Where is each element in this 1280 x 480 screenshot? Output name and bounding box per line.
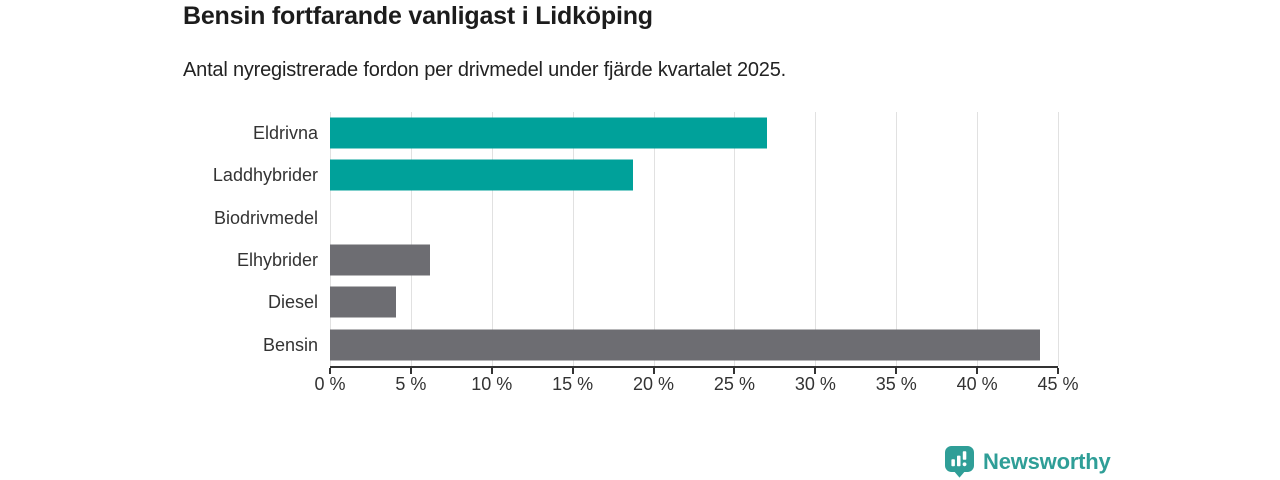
axis-tickmark bbox=[733, 368, 736, 374]
axis-tickmark bbox=[652, 368, 655, 374]
bar-row-biodrivmedel bbox=[330, 197, 1058, 239]
chart-subtitle: Antal nyregistrerade fordon per drivmede… bbox=[183, 59, 787, 81]
bar-chart: Eldrivna Laddhybrider Biodrivmedel Elhybrid… bbox=[0, 112, 1079, 398]
x-tick-label: 40 % bbox=[956, 374, 998, 394]
gridline bbox=[1058, 112, 1059, 366]
x-tick-label: 30 % bbox=[794, 374, 836, 394]
gridline bbox=[330, 112, 331, 366]
axis-tickmark bbox=[1057, 368, 1059, 374]
bar-diesel bbox=[330, 286, 397, 318]
x-tick-label: 20 % bbox=[633, 374, 675, 394]
x-tick-label: 25 % bbox=[713, 374, 755, 394]
category-label-bensin: Bensin bbox=[262, 334, 318, 355]
axis-tickmark bbox=[895, 368, 898, 374]
axis-tickmark bbox=[409, 368, 412, 374]
gridline bbox=[572, 112, 574, 366]
plot-area bbox=[329, 112, 1059, 374]
bar-eldrivna bbox=[330, 117, 767, 149]
chart-title: Bensin fortfarande vanligast i Lidköping bbox=[183, 2, 653, 30]
gridline bbox=[653, 112, 655, 366]
bar-elhybrider bbox=[330, 244, 431, 276]
gridline bbox=[410, 112, 412, 366]
bar-bensin bbox=[330, 329, 1041, 361]
category-label-laddhybrider: Laddhybrider bbox=[212, 165, 318, 186]
x-tick-label: 0 % bbox=[314, 374, 346, 394]
x-tick-label: 5 % bbox=[395, 374, 427, 394]
axis-tickmark bbox=[814, 368, 817, 374]
category-label-elhybrider: Elhybrider bbox=[236, 250, 318, 270]
category-label-biodrivmedel: Biodrivmedel bbox=[213, 207, 318, 228]
x-axis-tick-labels: 0 % 5 % 10 % 15 % 20 % 25 % 30 % 35 % 40 % 45 % bbox=[314, 374, 1078, 398]
category-label-eldrivna: Eldrivna bbox=[252, 123, 318, 143]
x-tick-label: 15 % bbox=[552, 374, 594, 394]
bar-row-bensin bbox=[330, 324, 1058, 366]
newsworthy-logo: Newsworthy bbox=[945, 446, 1111, 478]
gridline bbox=[815, 112, 817, 366]
axis-tickmark bbox=[976, 368, 979, 374]
bar-row-elhybrider bbox=[330, 239, 1058, 281]
x-tick-label: 10 % bbox=[471, 374, 513, 394]
category-label-diesel: Diesel bbox=[267, 292, 318, 313]
gridline bbox=[896, 112, 898, 366]
newsworthy-logo-icon bbox=[945, 446, 974, 478]
axis-tickmark bbox=[329, 368, 331, 374]
x-tick-label: 45 % bbox=[1037, 374, 1079, 394]
gridline bbox=[977, 112, 979, 366]
newsworthy-logo-text: Newsworthy bbox=[983, 449, 1111, 474]
gridline bbox=[734, 112, 736, 366]
category-labels: Eldrivna Laddhybrider Biodrivmedel Elhybrid… bbox=[0, 112, 318, 366]
bar-row-eldrivna bbox=[330, 112, 1058, 154]
gridline bbox=[491, 112, 493, 366]
axis-tickmark bbox=[571, 368, 574, 374]
bar-row-diesel bbox=[330, 281, 1058, 323]
bar-laddhybrider bbox=[330, 159, 633, 191]
axis-tickmark bbox=[490, 368, 493, 374]
x-tick-label: 35 % bbox=[875, 374, 917, 394]
bar-row-laddhybrider bbox=[330, 154, 1058, 196]
